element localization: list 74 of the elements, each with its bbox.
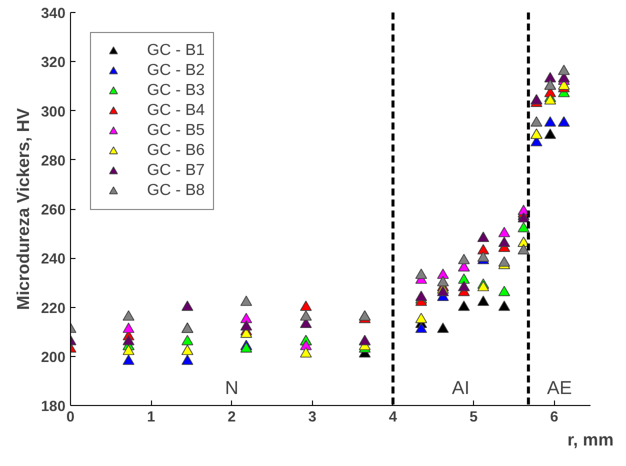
point [182, 300, 194, 311]
point [437, 276, 449, 286]
point [300, 340, 312, 350]
point [544, 72, 556, 82]
point [530, 116, 542, 127]
point [458, 254, 470, 264]
legend-label: GC - B3 [147, 82, 205, 100]
point [518, 212, 530, 222]
point [122, 354, 134, 365]
y-tick-label: 260 [41, 202, 66, 218]
point [558, 64, 570, 76]
point [437, 286, 449, 296]
point [458, 273, 470, 284]
point [415, 322, 428, 333]
point [240, 342, 252, 353]
point [437, 322, 449, 333]
point [240, 312, 252, 324]
point [300, 310, 312, 321]
point [544, 116, 556, 127]
point [182, 334, 194, 346]
legend-label: GC - B6 [147, 142, 205, 160]
legend-label: GC - B8 [147, 182, 205, 200]
point [300, 347, 312, 358]
y-tick-label: 220 [41, 300, 66, 317]
point [415, 312, 428, 324]
y-tick-label: 200 [41, 350, 66, 366]
x-tick-label: 3 [308, 410, 316, 426]
point [458, 300, 470, 311]
annotation: N [225, 377, 238, 398]
x-axis-title: r, mm [567, 430, 614, 450]
point [122, 322, 134, 333]
legend-label: GC - B4 [147, 102, 205, 120]
x-tick-label: 2 [228, 410, 236, 426]
point [518, 244, 530, 254]
x-tick-label: 6 [550, 410, 558, 426]
point [415, 290, 428, 301]
point [518, 222, 530, 232]
y-tick-label: 280 [41, 153, 66, 170]
point [122, 344, 134, 356]
legend-label: GC - B7 [147, 162, 205, 180]
point [122, 310, 134, 321]
point [437, 268, 449, 279]
point [498, 300, 510, 311]
y-tick-label: 240 [41, 252, 66, 268]
legend-label: GC - B5 [147, 122, 205, 140]
point [498, 226, 510, 238]
annotation: AI [452, 377, 470, 398]
x-tick-label: 5 [470, 410, 478, 426]
legend-label: GC - B2 [147, 62, 205, 80]
point [240, 296, 252, 306]
y-axis-title: Microdureza Vickers, HV [13, 108, 34, 310]
point [122, 334, 134, 346]
y-tick-label: 320 [41, 55, 66, 72]
point [477, 251, 490, 262]
point [182, 354, 194, 365]
point [544, 128, 556, 139]
point [415, 268, 428, 279]
y-tick-label: 300 [41, 104, 66, 120]
point [477, 244, 490, 254]
point [240, 320, 252, 330]
y-tick-label: 180 [41, 399, 66, 415]
point [300, 300, 312, 311]
y-tick-label: 340 [41, 6, 66, 22]
point [477, 296, 490, 306]
annotation: AE [547, 377, 572, 398]
point [544, 94, 556, 104]
point [498, 256, 510, 267]
x-tick-label: 0 [66, 410, 75, 426]
x-tick-label: 4 [388, 410, 398, 426]
legend-label: GC - B1 [147, 42, 205, 60]
point [477, 280, 490, 292]
point [498, 236, 510, 247]
x-tick-label: 1 [147, 410, 156, 426]
point [498, 286, 510, 296]
